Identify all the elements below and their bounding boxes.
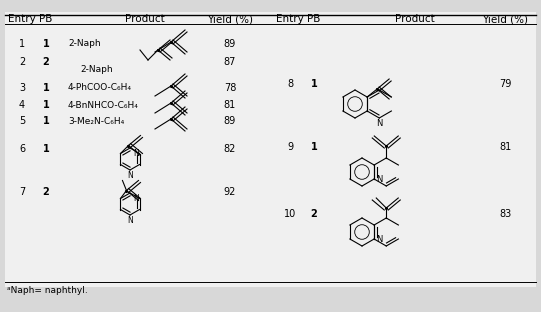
Text: 9: 9 xyxy=(287,142,293,152)
Text: Product: Product xyxy=(125,14,165,24)
Text: 82: 82 xyxy=(224,144,236,154)
Text: 4-PhCOO-C₆H₄: 4-PhCOO-C₆H₄ xyxy=(68,84,132,92)
Text: N: N xyxy=(133,194,138,203)
Text: 89: 89 xyxy=(224,39,236,49)
Text: 1: 1 xyxy=(43,83,49,93)
Text: N: N xyxy=(127,171,133,180)
Text: N: N xyxy=(127,216,133,225)
Text: 3-Me₂N-C₆H₄: 3-Me₂N-C₆H₄ xyxy=(68,116,124,125)
Text: 8: 8 xyxy=(287,79,293,89)
Text: 4: 4 xyxy=(19,100,25,110)
Text: 89: 89 xyxy=(224,116,236,126)
Text: 87: 87 xyxy=(224,57,236,67)
Text: 2-Naph: 2-Naph xyxy=(80,66,113,75)
Text: 6: 6 xyxy=(19,144,25,154)
Text: 2-Naph: 2-Naph xyxy=(68,40,101,48)
Text: 1: 1 xyxy=(19,39,25,49)
Text: 1: 1 xyxy=(311,142,318,152)
Text: N: N xyxy=(376,235,382,243)
Text: 2: 2 xyxy=(19,57,25,67)
Text: N: N xyxy=(376,119,382,128)
Text: 3: 3 xyxy=(19,83,25,93)
Text: 1: 1 xyxy=(311,79,318,89)
Text: Yield (%): Yield (%) xyxy=(207,14,253,24)
Text: ᵃNaph= naphthyl.: ᵃNaph= naphthyl. xyxy=(7,286,88,295)
Text: 1: 1 xyxy=(43,116,49,126)
Text: Entry: Entry xyxy=(8,14,36,24)
Text: 10: 10 xyxy=(284,209,296,219)
Text: PB: PB xyxy=(307,14,321,24)
Text: N: N xyxy=(376,174,382,183)
Text: 1: 1 xyxy=(43,39,49,49)
Text: 78: 78 xyxy=(224,83,236,93)
Text: 4-BnNHCO-C₆H₄: 4-BnNHCO-C₆H₄ xyxy=(68,100,139,110)
Text: 81: 81 xyxy=(224,100,236,110)
Text: 7: 7 xyxy=(19,187,25,197)
Text: 1: 1 xyxy=(43,100,49,110)
Text: 2: 2 xyxy=(311,209,318,219)
Text: Product: Product xyxy=(395,14,435,24)
Text: PB: PB xyxy=(39,14,52,24)
Text: 92: 92 xyxy=(224,187,236,197)
Text: 83: 83 xyxy=(499,209,511,219)
Text: 5: 5 xyxy=(19,116,25,126)
Text: 79: 79 xyxy=(499,79,511,89)
FancyBboxPatch shape xyxy=(5,12,536,287)
Text: Entry: Entry xyxy=(276,14,304,24)
Text: 2: 2 xyxy=(43,187,49,197)
Text: 1: 1 xyxy=(43,144,49,154)
Text: 81: 81 xyxy=(499,142,511,152)
Text: Yield (%): Yield (%) xyxy=(482,14,528,24)
Text: N: N xyxy=(133,149,138,158)
Text: 2: 2 xyxy=(43,57,49,67)
